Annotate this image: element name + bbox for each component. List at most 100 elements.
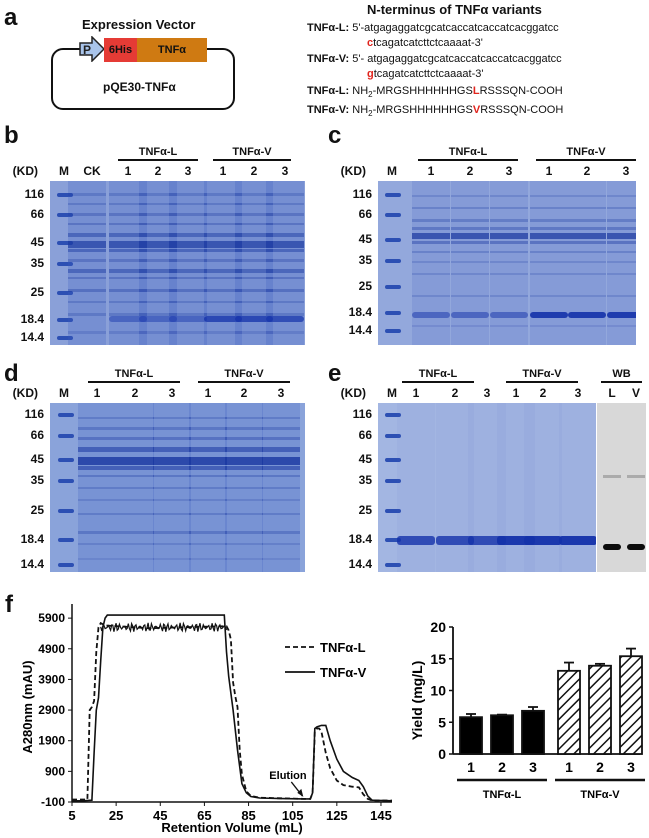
protein-band [235,301,273,303]
protein-band [78,427,116,430]
marker-band [385,479,401,483]
protein-band [530,195,568,197]
mw-marker-label: 18.4 [348,305,372,319]
elution-annotation: Elution [269,770,307,782]
protein-band [568,251,606,253]
marker-band [57,336,73,340]
his-tag-label: 6His [108,44,133,56]
protein-band [109,269,147,273]
protein-band [189,513,227,515]
sample-lane [436,403,474,572]
protein-band [530,273,568,275]
protein-band [78,437,116,440]
marker-band [385,538,401,542]
protein-band [139,269,177,273]
lane-label: 2 [250,164,258,178]
protein-band [225,513,263,515]
protein-band [235,331,273,334]
protein-band [490,273,528,275]
protein-band [189,531,227,534]
protein-band [189,447,227,452]
x-tick-label: 125 [326,808,348,823]
protein-band [451,251,489,253]
protein-band [235,277,273,279]
protein-band [68,277,106,279]
control-lane-label: CK [83,164,101,178]
y-axis-title: A280nm (mAU) [20,660,35,753]
protein-band [78,513,116,515]
protein-band [116,513,154,515]
protein-band [116,475,154,477]
sample-lane [189,403,227,572]
mw-marker-label: 18.4 [20,532,44,546]
lane-label: 3 [168,386,176,400]
series-TNFα-L [72,621,392,802]
lane-label: 3 [281,164,289,178]
protein-band [78,531,116,534]
protein-band [189,543,227,545]
protein-band [139,313,177,316]
protein-band [153,437,191,440]
y-tick-label: 4900 [38,642,65,656]
protein-band [607,325,636,327]
mw-marker-label: 66 [358,207,372,221]
lane-label: 3 [184,164,192,178]
wb-band [603,544,621,550]
protein-band [451,233,489,239]
tnf-band [559,536,596,545]
protein-band [204,193,242,196]
protein-band [412,295,450,297]
protein-band [109,331,147,334]
marker-band [385,213,401,217]
protein-band [68,301,106,303]
protein-band [204,301,242,303]
x-tick-label: 3 [627,759,635,775]
kd-unit-label: (KD) [12,164,38,178]
protein-band [116,558,154,560]
protein-band [607,207,636,209]
protein-band [139,249,177,252]
group-bracket [506,381,578,383]
protein-band [451,261,489,263]
protein-band [225,427,263,430]
marker-band [385,329,401,333]
protein-band [412,261,450,263]
protein-band [568,195,606,197]
wb-lane-label: V [631,386,640,400]
protein-band [262,531,300,534]
dna-seq-l-line1: TNFα-L: 5'-atgagaggatcgcatcaccatcaccatca… [307,22,559,34]
tnf-band [235,316,273,322]
group-label: TNFα-L [483,789,522,801]
kd-unit-label: (KD) [340,386,366,400]
protein-band [68,259,106,262]
protein-band [530,295,568,297]
protein-band [153,447,191,452]
wb-faint-band [627,475,645,478]
protein-band [490,295,528,297]
x-tick-label: 45 [153,808,167,823]
protein-band [109,301,147,303]
y-tick-label: 1900 [38,734,65,748]
x-axis-title: Retention Volume (mL) [161,820,302,835]
mw-marker-label: 25 [358,279,372,293]
bar [619,655,643,755]
protein-band [116,427,154,430]
protein-band [204,313,242,316]
protein-band [68,269,106,273]
tnf-band [169,316,207,322]
protein-band [262,437,300,440]
protein-band [490,227,528,230]
sample-lane [68,181,106,345]
tnf-band [266,316,304,322]
y-tick-label: -100 [41,795,65,809]
protein-band [530,227,568,230]
sample-lane [524,403,562,572]
protein-band [68,203,106,205]
mw-marker-label: 66 [358,428,372,442]
peptide-seq-l: TNFα-L: NH2-MRGSHHHHHHGSLRSSSQN-COOH [307,85,563,100]
protein-band [78,457,116,465]
group-bracket [536,159,636,161]
protein-band [235,241,273,248]
protein-band [116,457,154,465]
sample-lane [109,181,147,345]
